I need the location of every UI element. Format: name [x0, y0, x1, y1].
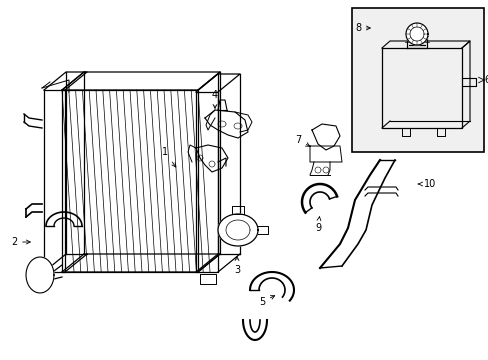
- Text: 1: 1: [162, 147, 176, 167]
- Text: 6: 6: [483, 75, 488, 85]
- Text: 2: 2: [11, 237, 30, 247]
- Bar: [351, 8, 483, 152]
- Polygon shape: [26, 257, 54, 293]
- Polygon shape: [218, 214, 258, 246]
- Polygon shape: [405, 23, 427, 45]
- Text: 7: 7: [294, 135, 309, 146]
- Text: 5: 5: [258, 296, 274, 307]
- Text: 10: 10: [417, 179, 435, 189]
- Text: 3: 3: [233, 257, 240, 275]
- Text: 8: 8: [354, 23, 369, 33]
- Text: 4: 4: [211, 90, 218, 108]
- Text: 9: 9: [314, 217, 321, 233]
